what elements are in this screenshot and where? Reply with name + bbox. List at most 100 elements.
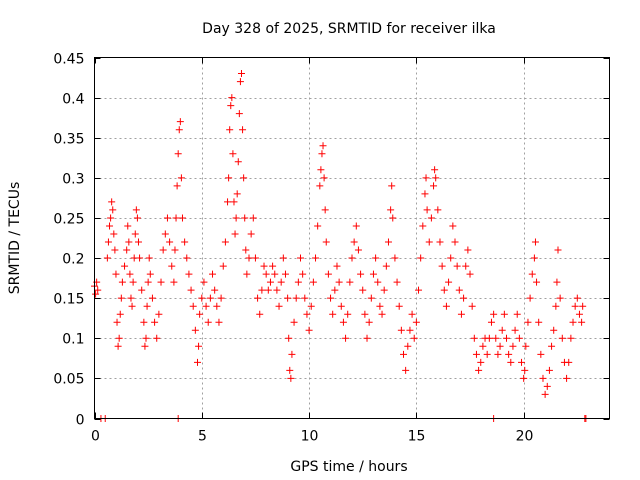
data-point (243, 270, 251, 278)
data-point (166, 238, 174, 246)
data-point (225, 174, 233, 182)
data-point (369, 270, 377, 278)
data-point (321, 206, 329, 214)
data-point (550, 326, 558, 334)
data-point (318, 150, 326, 158)
data-point (541, 390, 549, 398)
data-point (438, 262, 446, 270)
data-point (378, 310, 386, 318)
data-point (129, 278, 137, 286)
data-point (507, 358, 515, 366)
data-point (285, 334, 293, 342)
data-point (350, 238, 358, 246)
data-point (565, 358, 573, 366)
data-point (245, 254, 253, 262)
data-point (153, 334, 161, 342)
y-tick-label: 0.25 (53, 212, 84, 228)
data-point (183, 254, 191, 262)
data-point (157, 278, 165, 286)
data-point (494, 350, 502, 358)
data-point (367, 294, 375, 302)
data-point (563, 374, 571, 382)
data-point (460, 294, 468, 302)
data-point (518, 358, 526, 366)
data-point (468, 302, 476, 310)
data-point (395, 302, 403, 310)
data-point (273, 286, 281, 294)
y-tick-label: 0.1 (62, 332, 84, 348)
data-point (141, 342, 149, 350)
x-tick-label: 0 (91, 429, 100, 445)
x-tick-label: 20 (516, 429, 534, 445)
data-point (382, 262, 390, 270)
data-point (113, 318, 121, 326)
data-point (531, 238, 539, 246)
data-point (462, 262, 470, 270)
data-point (466, 270, 474, 278)
data-point (239, 126, 247, 134)
data-point (485, 334, 493, 342)
data-point (213, 302, 221, 310)
data-point (348, 254, 356, 262)
data-point (475, 366, 483, 374)
data-point (415, 286, 423, 294)
data-point (269, 262, 277, 270)
y-tick-label: 0.45 (53, 52, 84, 68)
y-tick-label: 0.35 (53, 132, 84, 148)
data-point (260, 262, 268, 270)
data-point (114, 342, 122, 350)
data-point (117, 294, 125, 302)
data-point (470, 334, 478, 342)
data-point (175, 126, 183, 134)
data-point (573, 294, 581, 302)
data-point (384, 238, 392, 246)
data-point (354, 246, 362, 254)
data-point (548, 342, 556, 350)
data-point (393, 278, 401, 286)
data-point (530, 254, 538, 262)
data-point (155, 310, 163, 318)
data-point (305, 326, 313, 334)
data-point (133, 214, 141, 222)
data-point (266, 278, 274, 286)
data-point (363, 334, 371, 342)
data-point (537, 350, 545, 358)
data-point (487, 318, 495, 326)
data-point (229, 150, 237, 158)
data-point (256, 310, 264, 318)
data-point (404, 342, 412, 350)
data-point (427, 214, 435, 222)
data-point (189, 302, 197, 310)
data-point (235, 110, 243, 118)
data-point (569, 318, 577, 326)
data-point (299, 270, 307, 278)
data-point (226, 126, 234, 134)
data-point (339, 318, 347, 326)
data-point (331, 286, 339, 294)
data-point (209, 270, 217, 278)
data-point (400, 350, 407, 358)
data-point (307, 302, 315, 310)
data-point (198, 294, 206, 302)
chart-title: Day 328 of 2025, SRMTID for receiver ilk… (202, 21, 496, 37)
data-point (132, 206, 140, 214)
data-point (472, 350, 480, 358)
data-point (231, 230, 239, 238)
data-point (445, 278, 453, 286)
data-point (230, 198, 238, 206)
data-point (578, 318, 586, 326)
data-point (136, 254, 144, 262)
y-tick-label: 0.15 (53, 292, 84, 308)
data-point (500, 310, 508, 318)
data-point (417, 254, 425, 262)
data-point (432, 174, 440, 182)
data-point (457, 310, 465, 318)
data-point (505, 350, 513, 358)
data-point (553, 278, 561, 286)
y-tick-label: 0 (76, 413, 85, 429)
data-point (234, 158, 242, 166)
data-point (241, 214, 249, 222)
grid-layer (94, 57, 610, 419)
data-point (159, 246, 167, 254)
data-point (337, 302, 345, 310)
